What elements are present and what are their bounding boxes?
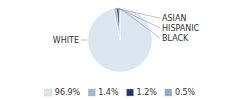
legend-item: 1.4% (88, 88, 119, 97)
legend-swatch (165, 89, 172, 96)
leader-line (119, 8, 160, 38)
legend-item: 96.9% (45, 88, 81, 97)
legend-label: 0.5% (175, 88, 196, 97)
slice-labels: WHITE ASIANHISPANICBLACK (53, 8, 200, 45)
pie-slice (88, 8, 152, 72)
legend-item: 1.2% (127, 88, 158, 97)
slice-label: HISPANIC (162, 24, 200, 33)
legend: 96.9% 1.4% 1.2% 0.5% (45, 88, 196, 97)
legend-swatch (88, 89, 95, 96)
slice-label: WHITE (53, 36, 79, 45)
pie-slice (119, 8, 120, 40)
legend-swatch (45, 89, 52, 96)
chart: WHITE ASIANHISPANICBLACK 96.9% 1.4% 1.2% 0.5% (0, 0, 240, 100)
pie-slice (117, 8, 120, 40)
legend-swatch (127, 89, 134, 96)
pie-slice (114, 8, 120, 40)
slice-label: BLACK (162, 34, 189, 43)
legend-label: 1.4% (98, 88, 119, 97)
legend-item: 0.5% (165, 88, 196, 97)
leader-line (81, 40, 88, 41)
slice-label: ASIAN (162, 14, 186, 23)
legend-label: 96.9% (55, 88, 81, 97)
pie (88, 8, 152, 72)
legend-label: 1.2% (137, 88, 158, 97)
